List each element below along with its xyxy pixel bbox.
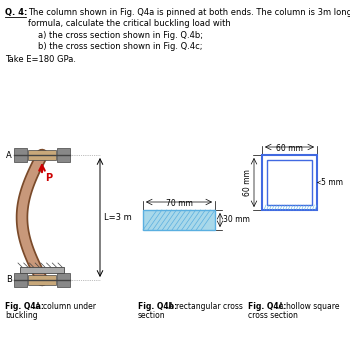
Text: 60 mm: 60 mm xyxy=(276,144,303,153)
Bar xyxy=(57,148,70,162)
Bar xyxy=(143,210,215,230)
Text: 60 mm: 60 mm xyxy=(243,169,252,196)
Bar xyxy=(267,160,312,205)
Text: 70 mm: 70 mm xyxy=(166,199,192,208)
Text: P: P xyxy=(45,173,52,183)
Text: b) the cross section shown in Fig. Q.4c;: b) the cross section shown in Fig. Q.4c; xyxy=(38,42,203,51)
Text: section: section xyxy=(138,311,166,320)
Text: Fig. Q4c:: Fig. Q4c: xyxy=(248,302,286,311)
Text: formula, calculate the critical buckling load with: formula, calculate the critical buckling… xyxy=(28,19,231,28)
Text: Q. 4:: Q. 4: xyxy=(5,8,27,17)
Text: Fig. Q4a:: Fig. Q4a: xyxy=(5,302,44,311)
Bar xyxy=(14,273,27,287)
Text: 5 mm: 5 mm xyxy=(317,178,343,187)
Text: buckling: buckling xyxy=(5,311,38,320)
Bar xyxy=(262,155,317,210)
Text: A rectangular cross: A rectangular cross xyxy=(166,302,243,311)
Text: a) the cross section shown in Fig. Q.4b;: a) the cross section shown in Fig. Q.4b; xyxy=(38,31,203,40)
Bar xyxy=(57,273,70,287)
Text: A column under: A column under xyxy=(33,302,96,311)
Bar xyxy=(28,150,56,160)
Text: Take E=180 GPa.: Take E=180 GPa. xyxy=(5,55,76,64)
Text: L=3 m: L=3 m xyxy=(104,213,132,222)
Text: 30 mm: 30 mm xyxy=(223,215,250,224)
Text: cross section: cross section xyxy=(248,311,298,320)
Bar xyxy=(14,148,27,162)
Text: A: A xyxy=(6,151,12,160)
Bar xyxy=(28,275,56,285)
Text: Fig. Q4b:: Fig. Q4b: xyxy=(138,302,177,311)
Text: A hollow square: A hollow square xyxy=(276,302,340,311)
Text: The column shown in Fig. Q4a is pinned at both ends. The column is 3m long. Usin: The column shown in Fig. Q4a is pinned a… xyxy=(28,8,350,17)
Text: B: B xyxy=(6,275,12,285)
Bar xyxy=(20,267,64,273)
